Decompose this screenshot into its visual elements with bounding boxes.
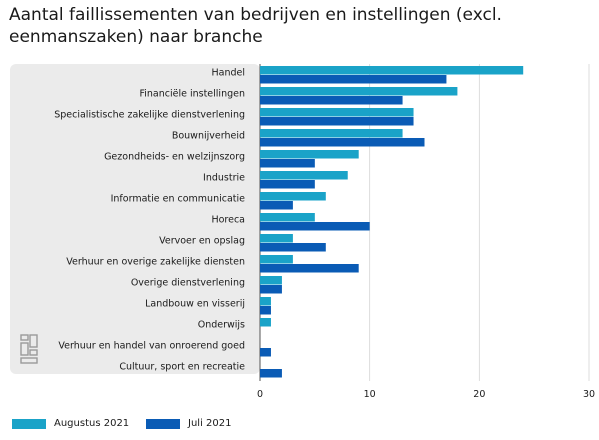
bar-augustus-2021 [260,150,359,159]
bar-juli-2021 [260,369,282,378]
bar-juli-2021 [260,96,403,105]
category-label: Gezondheids- en welzijnszorg [104,152,245,163]
legend-label-juli: Juli 2021 [188,418,232,429]
legend-swatch-juli [146,418,180,429]
x-tick-label: 10 [364,389,376,400]
bar-juli-2021 [260,243,326,252]
category-label: Industrie [203,173,245,184]
legend: Augustus 2021 Juli 2021 [0,418,599,436]
bar-augustus-2021 [260,318,271,327]
bar-juli-2021 [260,222,370,231]
category-label: Vervoer en opslag [159,236,245,247]
bar-augustus-2021 [260,297,271,306]
bar-augustus-2021 [260,213,315,222]
category-label: Bouwnijverheid [172,131,245,142]
bar-juli-2021 [260,264,359,273]
category-panel [10,64,260,374]
bar-juli-2021 [260,75,447,84]
bar-juli-2021 [260,285,282,294]
category-label: Cultuur, sport en recreatie [119,362,245,373]
x-tick-label: 30 [583,389,595,400]
category-label: Handel [211,68,245,79]
category-label: Horeca [211,215,245,226]
x-tick-label: 20 [473,389,485,400]
category-label: Onderwijs [198,320,245,331]
bar-augustus-2021 [260,129,403,138]
bar-juli-2021 [260,138,425,147]
bar-augustus-2021 [260,108,414,117]
category-label: Verhuur en handel van onroerend goed [58,341,245,352]
x-tick-labels: 0 10 20 30 [257,389,595,400]
bar-juli-2021 [260,180,315,189]
legend-label-augustus: Augustus 2021 [54,418,130,429]
bar-augustus-2021 [260,255,293,264]
category-label: Specialistische zakelijke dienstverlenin… [54,110,245,121]
category-labels: Handel Financiële instellingen Specialisti… [54,68,245,373]
bar-augustus-2021 [260,171,348,180]
category-label: Verhuur en overige zakelijke diensten [66,257,245,268]
bar-juli-2021 [260,348,271,357]
legend-swatch-augustus [12,418,46,429]
category-label: Overige dienstverlening [131,278,245,289]
bars [260,66,524,378]
bar-chart: Handel Financiële instellingen Specialisti… [54,64,595,400]
category-label: Landbouw en visserij [145,299,245,310]
cbs-logo-icon [20,334,38,364]
category-label: Informatie en communicatie [111,194,246,205]
bar-augustus-2021 [260,234,293,243]
category-label: Financiële instellingen [139,89,245,100]
x-tick-label: 0 [257,389,263,400]
bar-augustus-2021 [260,87,458,96]
bar-juli-2021 [260,201,293,210]
bar-augustus-2021 [260,276,282,285]
bar-juli-2021 [260,117,414,126]
legend-item-juli: Juli 2021 [146,418,231,429]
bar-augustus-2021 [260,66,524,75]
bar-juli-2021 [260,159,315,168]
legend-item-augustus: Augustus 2021 [12,418,129,429]
bar-juli-2021 [260,306,271,315]
bar-augustus-2021 [260,192,326,201]
chart-title: Aantal faillissementen van bedrijven en … [9,5,502,47]
